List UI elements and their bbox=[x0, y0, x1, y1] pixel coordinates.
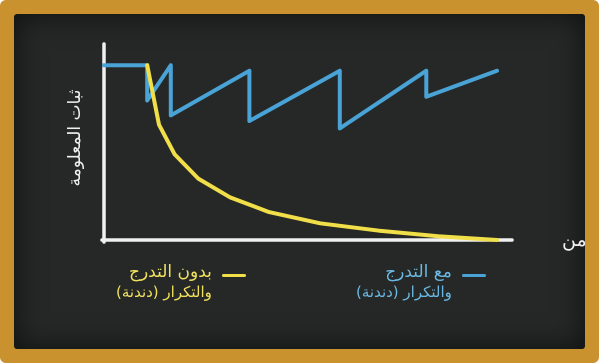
legend-label-without-line1: بدون التدرج bbox=[129, 262, 212, 282]
legend-label-without-line2: والتكرار (دندنة) bbox=[116, 283, 212, 302]
series-line-with-repetition bbox=[102, 63, 499, 131]
legend-label-with-line2: والتكرار (دندنة) bbox=[356, 283, 452, 302]
chalkboard: ثبات المعلومة الزمن مع التدرج والتكرار (… bbox=[14, 14, 585, 349]
series-line-without-repetition bbox=[145, 63, 499, 242]
x-axis-label: الزمن bbox=[562, 229, 585, 251]
legend-swatch-yellow bbox=[221, 274, 246, 277]
chart-axes bbox=[100, 42, 514, 244]
retention-chart: ثبات المعلومة الزمن bbox=[65, 42, 585, 251]
legend-swatch-blue bbox=[461, 274, 486, 277]
legend-item-with-repetition: مع التدرج والتكرار (دندنة) bbox=[356, 262, 486, 302]
legend-item-without-repetition: بدون التدرج والتكرار (دندنة) bbox=[116, 262, 246, 302]
chart-lines bbox=[102, 63, 499, 242]
legend-label-with-line1: مع التدرج bbox=[385, 262, 452, 282]
y-axis-label: ثبات المعلومة bbox=[65, 89, 85, 186]
